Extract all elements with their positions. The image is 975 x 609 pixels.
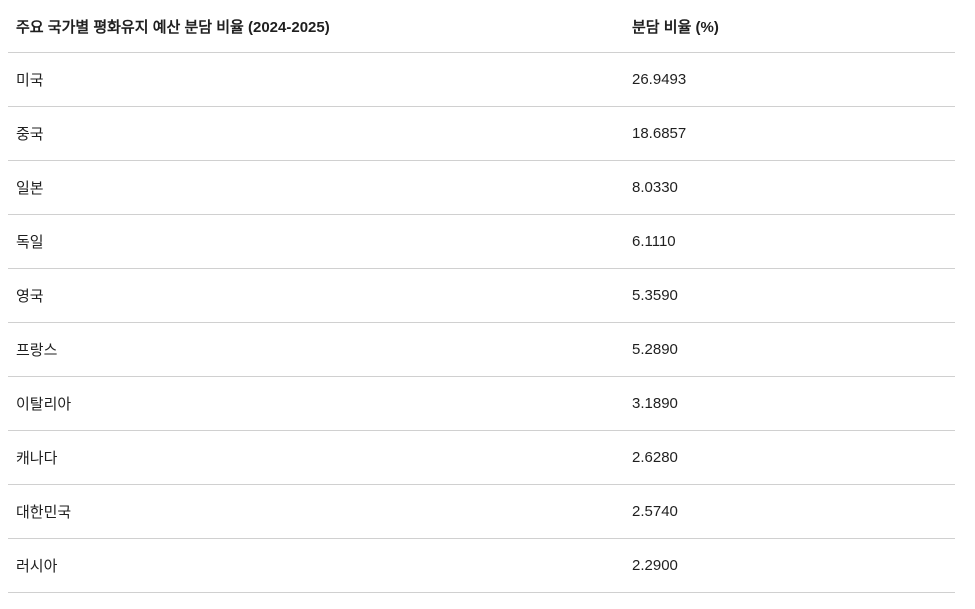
table-row: 프랑스 5.2890 xyxy=(8,322,955,377)
table-row: 독일 6.1110 xyxy=(8,214,955,269)
country-cell: 프랑스 xyxy=(8,322,624,377)
country-cell: 캐나다 xyxy=(8,430,624,485)
country-cell: 대한민국 xyxy=(8,484,624,539)
share-cell: 2.6280 xyxy=(624,430,955,485)
share-cell: 18.6857 xyxy=(624,106,955,161)
table-row: 미국 26.9493 xyxy=(8,52,955,107)
share-cell: 5.2890 xyxy=(624,322,955,377)
table-row: 일본 8.0330 xyxy=(8,160,955,215)
country-cell: 미국 xyxy=(8,52,624,107)
share-cell: 5.3590 xyxy=(624,268,955,323)
header-cell: 분담 비율 (%) xyxy=(624,0,955,53)
country-cell: 러시아 xyxy=(8,538,624,593)
share-cell: 6.1110 xyxy=(624,214,955,269)
share-cell: 2.2900 xyxy=(624,538,955,593)
country-cell: 중국 xyxy=(8,106,624,161)
share-cell: 3.1890 xyxy=(624,376,955,431)
table-row: 영국 5.3590 xyxy=(8,268,955,323)
table-row: 캐나다 2.6280 xyxy=(8,430,955,485)
share-cell: 2.5740 xyxy=(624,484,955,539)
country-cell: 독일 xyxy=(8,214,624,269)
table-header: 주요 국가별 평화유지 예산 분담 비율 (2024-2025) 분담 비율 (%… xyxy=(8,0,955,53)
country-cell: 이탈리아 xyxy=(8,376,624,431)
country-cell: 영국 xyxy=(8,268,624,323)
table-row: 이탈리아 3.1890 xyxy=(8,376,955,431)
table-row: 러시아 2.2900 xyxy=(8,538,955,593)
header-row: 주요 국가별 평화유지 예산 분담 비율 (2024-2025) 분담 비율 (%… xyxy=(8,0,955,53)
data-table: 주요 국가별 평화유지 예산 분담 비율 (2024-2025) 분담 비율 (%… xyxy=(8,0,955,593)
table-row: 중국 18.6857 xyxy=(8,106,955,161)
share-cell: 8.0330 xyxy=(624,160,955,215)
country-cell: 일본 xyxy=(8,160,624,215)
header-cell: 주요 국가별 평화유지 예산 분담 비율 (2024-2025) xyxy=(8,0,624,53)
table-body: 미국 26.9493 중국 18.6857 일본 8.0330 독일 6.1110 영국 5.35… xyxy=(8,52,955,593)
share-cell: 26.9493 xyxy=(624,52,955,107)
table-row: 대한민국 2.5740 xyxy=(8,484,955,539)
